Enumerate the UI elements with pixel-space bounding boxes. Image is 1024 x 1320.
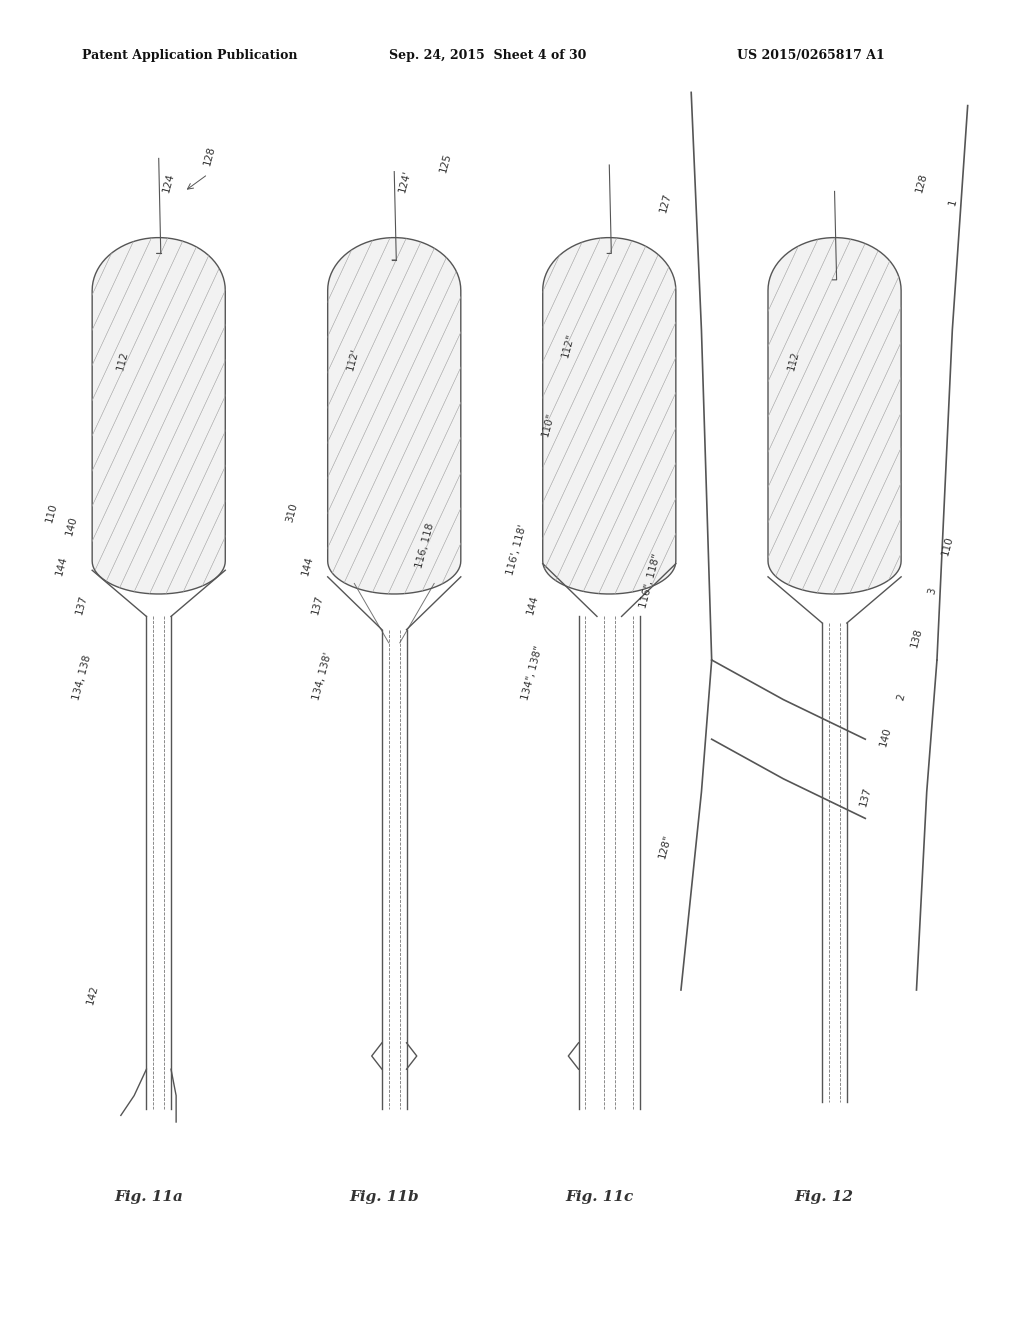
Text: Patent Application Publication: Patent Application Publication [82,49,297,62]
Text: 144: 144 [525,594,540,616]
Polygon shape [92,238,225,594]
Text: 144: 144 [300,554,314,577]
Text: Fig. 11b: Fig. 11b [349,1191,419,1204]
Text: 128: 128 [203,145,217,168]
Text: 112': 112' [345,347,361,372]
Text: 128: 128 [914,172,929,194]
Text: Sep. 24, 2015  Sheet 4 of 30: Sep. 24, 2015 Sheet 4 of 30 [389,49,587,62]
Text: 134, 138: 134, 138 [71,655,93,702]
Text: 144: 144 [54,554,69,577]
Text: 137: 137 [858,785,872,808]
Text: 116, 118: 116, 118 [414,523,436,570]
Polygon shape [768,238,901,594]
Text: 134, 138': 134, 138' [311,652,334,702]
Text: 110": 110" [540,412,556,438]
Text: 137: 137 [310,594,325,616]
Text: 116", 118": 116", 118" [638,553,663,610]
Text: 128": 128" [657,834,674,861]
Text: Fig. 11a: Fig. 11a [114,1191,183,1204]
Text: 3: 3 [926,587,938,597]
Text: 124: 124 [162,172,176,194]
Text: 140: 140 [65,515,79,537]
Text: 140: 140 [879,726,893,748]
Text: 127: 127 [658,191,673,214]
Text: 137: 137 [75,594,89,616]
Text: 112: 112 [786,350,801,372]
Text: 110: 110 [940,535,954,557]
Text: 142: 142 [85,983,99,1006]
Text: 112: 112 [116,350,130,372]
Text: 138: 138 [909,627,924,649]
Text: Fig. 12: Fig. 12 [795,1191,854,1204]
Text: 1: 1 [946,198,958,207]
Text: US 2015/0265817 A1: US 2015/0265817 A1 [737,49,885,62]
Polygon shape [543,238,676,594]
Text: Fig. 11c: Fig. 11c [565,1191,633,1204]
Text: 112": 112" [560,333,577,359]
Text: 2: 2 [895,693,907,702]
Polygon shape [328,238,461,594]
Text: 134", 138": 134", 138" [520,645,545,702]
Text: 110: 110 [44,502,58,524]
Text: 310: 310 [285,502,299,524]
Text: 116', 118': 116', 118' [506,523,528,577]
Text: 124': 124' [396,169,413,194]
Text: 125: 125 [438,152,453,174]
